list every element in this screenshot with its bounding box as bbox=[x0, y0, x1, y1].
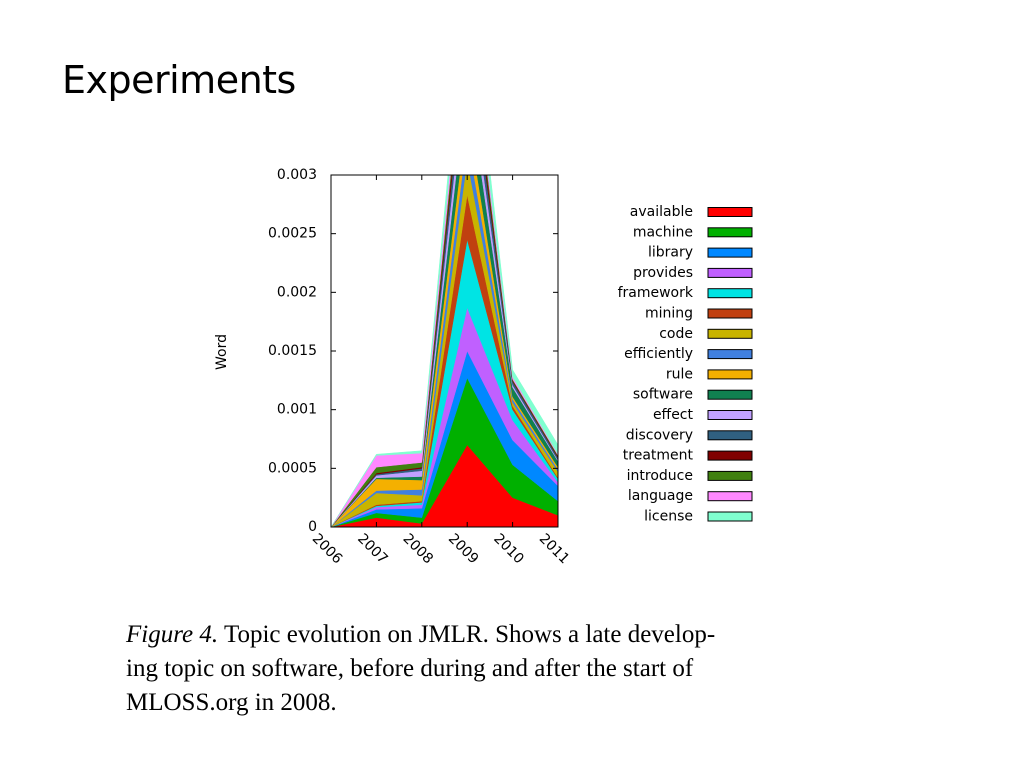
legend-label: code bbox=[659, 326, 693, 342]
legend-label: available bbox=[630, 204, 693, 220]
legend-label: machine bbox=[633, 224, 693, 240]
legend-swatch bbox=[707, 267, 753, 278]
legend-label: provides bbox=[633, 265, 693, 281]
legend-label: software bbox=[633, 387, 693, 403]
legend-swatch bbox=[707, 389, 753, 400]
y-tick-label: 0.0005 bbox=[268, 460, 317, 476]
legend-label: introduce bbox=[627, 468, 693, 484]
legend-label: license bbox=[644, 509, 693, 525]
legend-label: rule bbox=[666, 366, 693, 382]
legend-swatch bbox=[707, 511, 753, 522]
legend-label: efficiently bbox=[624, 346, 693, 362]
legend-swatch bbox=[707, 227, 753, 238]
x-tick-label: 2007 bbox=[354, 531, 391, 568]
legend-swatch bbox=[707, 328, 753, 339]
x-tick-label: 2011 bbox=[536, 531, 573, 568]
legend-label: treatment bbox=[623, 448, 694, 464]
legend-swatch bbox=[707, 491, 753, 502]
caption-line: Topic evolution on JMLR. Shows a late de… bbox=[223, 621, 716, 648]
y-axis-label: Word bbox=[214, 334, 230, 370]
legend-label: framework bbox=[618, 285, 694, 301]
y-tick-label: 0.0025 bbox=[268, 226, 317, 242]
legend-swatch bbox=[707, 470, 753, 481]
legend-swatch bbox=[707, 349, 753, 360]
legend-swatch bbox=[707, 308, 753, 319]
caption-line: ing topic on software, before during and… bbox=[126, 655, 694, 682]
slide-title: Experiments bbox=[62, 58, 296, 102]
y-tick-label: 0.0015 bbox=[268, 343, 317, 359]
legend-label: mining bbox=[645, 306, 693, 322]
y-tick-label: 0.003 bbox=[277, 167, 317, 183]
legend-swatch bbox=[707, 369, 753, 380]
legend-label: discovery bbox=[626, 427, 693, 443]
legend-swatch bbox=[707, 247, 753, 258]
legend-swatch bbox=[707, 288, 753, 299]
x-tick-label: 2006 bbox=[309, 531, 346, 568]
legend-swatch bbox=[707, 430, 753, 441]
x-tick-label: 2008 bbox=[400, 531, 437, 568]
y-tick-label: 0.001 bbox=[277, 402, 317, 418]
caption: Figure 4. Topic evolution on JMLR. Shows… bbox=[126, 618, 715, 720]
area bbox=[331, 175, 558, 527]
legend-label: library bbox=[648, 245, 693, 261]
legend-label: language bbox=[628, 488, 693, 504]
caption-line: MLOSS.org in 2008. bbox=[126, 689, 337, 716]
x-tick-label: 2010 bbox=[490, 531, 527, 568]
legend-swatch bbox=[707, 410, 753, 420]
legend-swatch bbox=[707, 450, 753, 461]
plot-area bbox=[331, 175, 558, 527]
y-tick-label: 0.002 bbox=[277, 284, 317, 300]
legend-label: effect bbox=[653, 407, 694, 423]
y-tick-label: 0 bbox=[308, 519, 317, 535]
legend-swatch bbox=[707, 207, 753, 217]
x-tick-label: 2009 bbox=[445, 531, 482, 568]
caption-label: Figure 4. bbox=[126, 621, 219, 648]
